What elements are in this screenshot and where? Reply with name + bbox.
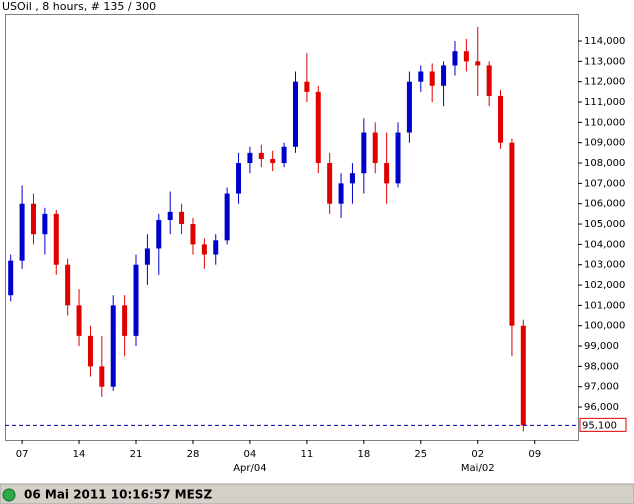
candle-body bbox=[156, 219, 162, 249]
x-tick-label: 11 bbox=[301, 449, 314, 460]
candle-body bbox=[167, 211, 173, 220]
y-tick-label: 101,000 bbox=[584, 300, 625, 311]
candle-body bbox=[429, 71, 435, 86]
x-tick-label: 07 bbox=[16, 449, 29, 460]
y-tick-label: 102,000 bbox=[584, 280, 625, 291]
candle-body bbox=[475, 61, 481, 66]
candle-body bbox=[30, 203, 36, 235]
y-tick-label: 105,000 bbox=[584, 219, 625, 230]
current-price-label: 95,100 bbox=[582, 420, 617, 431]
candle-body bbox=[213, 240, 219, 255]
candle-body bbox=[463, 51, 469, 62]
month-label: Apr/04 bbox=[233, 463, 266, 474]
x-tick-label: 21 bbox=[130, 449, 143, 460]
x-tick-label: 14 bbox=[73, 449, 86, 460]
candle-body bbox=[65, 264, 71, 306]
candle-body bbox=[122, 305, 128, 336]
x-tick-label: 02 bbox=[471, 449, 484, 460]
status-icon bbox=[2, 488, 16, 502]
x-tick-label: 09 bbox=[528, 449, 541, 460]
y-tick-label: 114,000 bbox=[584, 36, 625, 47]
y-tick-label: 109,000 bbox=[584, 138, 625, 149]
candle-body bbox=[498, 95, 504, 143]
candle-body bbox=[53, 213, 59, 265]
candle-body bbox=[486, 65, 492, 96]
candle-body bbox=[190, 224, 196, 245]
candle-body bbox=[270, 158, 276, 164]
candle-body bbox=[441, 65, 447, 86]
candle-body bbox=[42, 213, 48, 235]
candle-body bbox=[304, 81, 310, 92]
candle-body bbox=[133, 264, 139, 336]
candle-body bbox=[76, 305, 82, 336]
candle-body bbox=[236, 163, 242, 194]
candle-body bbox=[509, 142, 515, 326]
candle-body bbox=[349, 173, 355, 184]
y-tick-label: 108,000 bbox=[584, 158, 625, 169]
candle-body bbox=[406, 81, 412, 133]
y-tick-label: 106,000 bbox=[584, 199, 625, 210]
y-tick-label: 112,000 bbox=[584, 77, 625, 88]
candle-body bbox=[247, 152, 253, 164]
candle-body bbox=[384, 163, 390, 184]
y-tick-label: 97,000 bbox=[584, 382, 619, 393]
y-tick-label: 110,000 bbox=[584, 117, 625, 128]
candle-body bbox=[110, 305, 116, 387]
x-tick-label: 25 bbox=[414, 449, 427, 460]
status-bar bbox=[0, 483, 634, 504]
candle-body bbox=[418, 71, 424, 82]
candle-body bbox=[144, 248, 150, 265]
candle-body bbox=[315, 91, 321, 164]
y-tick-label: 111,000 bbox=[584, 97, 625, 108]
candle-body bbox=[372, 132, 378, 164]
candle-body bbox=[361, 132, 367, 174]
status-text: 06 Mai 2011 10:16:57 MESZ bbox=[24, 488, 212, 502]
y-tick-label: 96,000 bbox=[584, 402, 619, 413]
y-tick-label: 103,000 bbox=[584, 260, 625, 271]
candle-body bbox=[395, 132, 401, 184]
candle-body bbox=[520, 325, 526, 426]
current-price-box bbox=[579, 417, 627, 432]
candle-body bbox=[179, 211, 185, 225]
y-tick-label: 98,000 bbox=[584, 361, 619, 372]
y-tick-label: 104,000 bbox=[584, 239, 625, 250]
candle-body bbox=[87, 335, 93, 367]
candle-body bbox=[224, 193, 230, 241]
candle-body bbox=[19, 203, 25, 261]
candle-body bbox=[338, 183, 344, 204]
candle-body bbox=[292, 81, 298, 147]
candle-body bbox=[8, 260, 14, 296]
chart-title: USOil , 8 hours, # 135 / 300 bbox=[2, 0, 156, 13]
candle-body bbox=[281, 146, 287, 164]
candle-body bbox=[327, 163, 333, 204]
y-tick-label: 113,000 bbox=[584, 56, 625, 67]
candle-body bbox=[258, 152, 264, 159]
y-tick-label: 107,000 bbox=[584, 178, 625, 189]
x-tick-label: 18 bbox=[357, 449, 370, 460]
plot-frame bbox=[5, 14, 579, 441]
x-tick-label: 04 bbox=[244, 449, 257, 460]
y-tick-label: 100,000 bbox=[584, 321, 625, 332]
candle-body bbox=[99, 366, 105, 387]
candle-body bbox=[452, 51, 458, 66]
y-tick-label: 99,000 bbox=[584, 341, 619, 352]
background bbox=[0, 0, 634, 484]
month-label: Mai/02 bbox=[461, 463, 495, 474]
x-tick-label: 28 bbox=[187, 449, 200, 460]
candle-body bbox=[201, 244, 207, 255]
